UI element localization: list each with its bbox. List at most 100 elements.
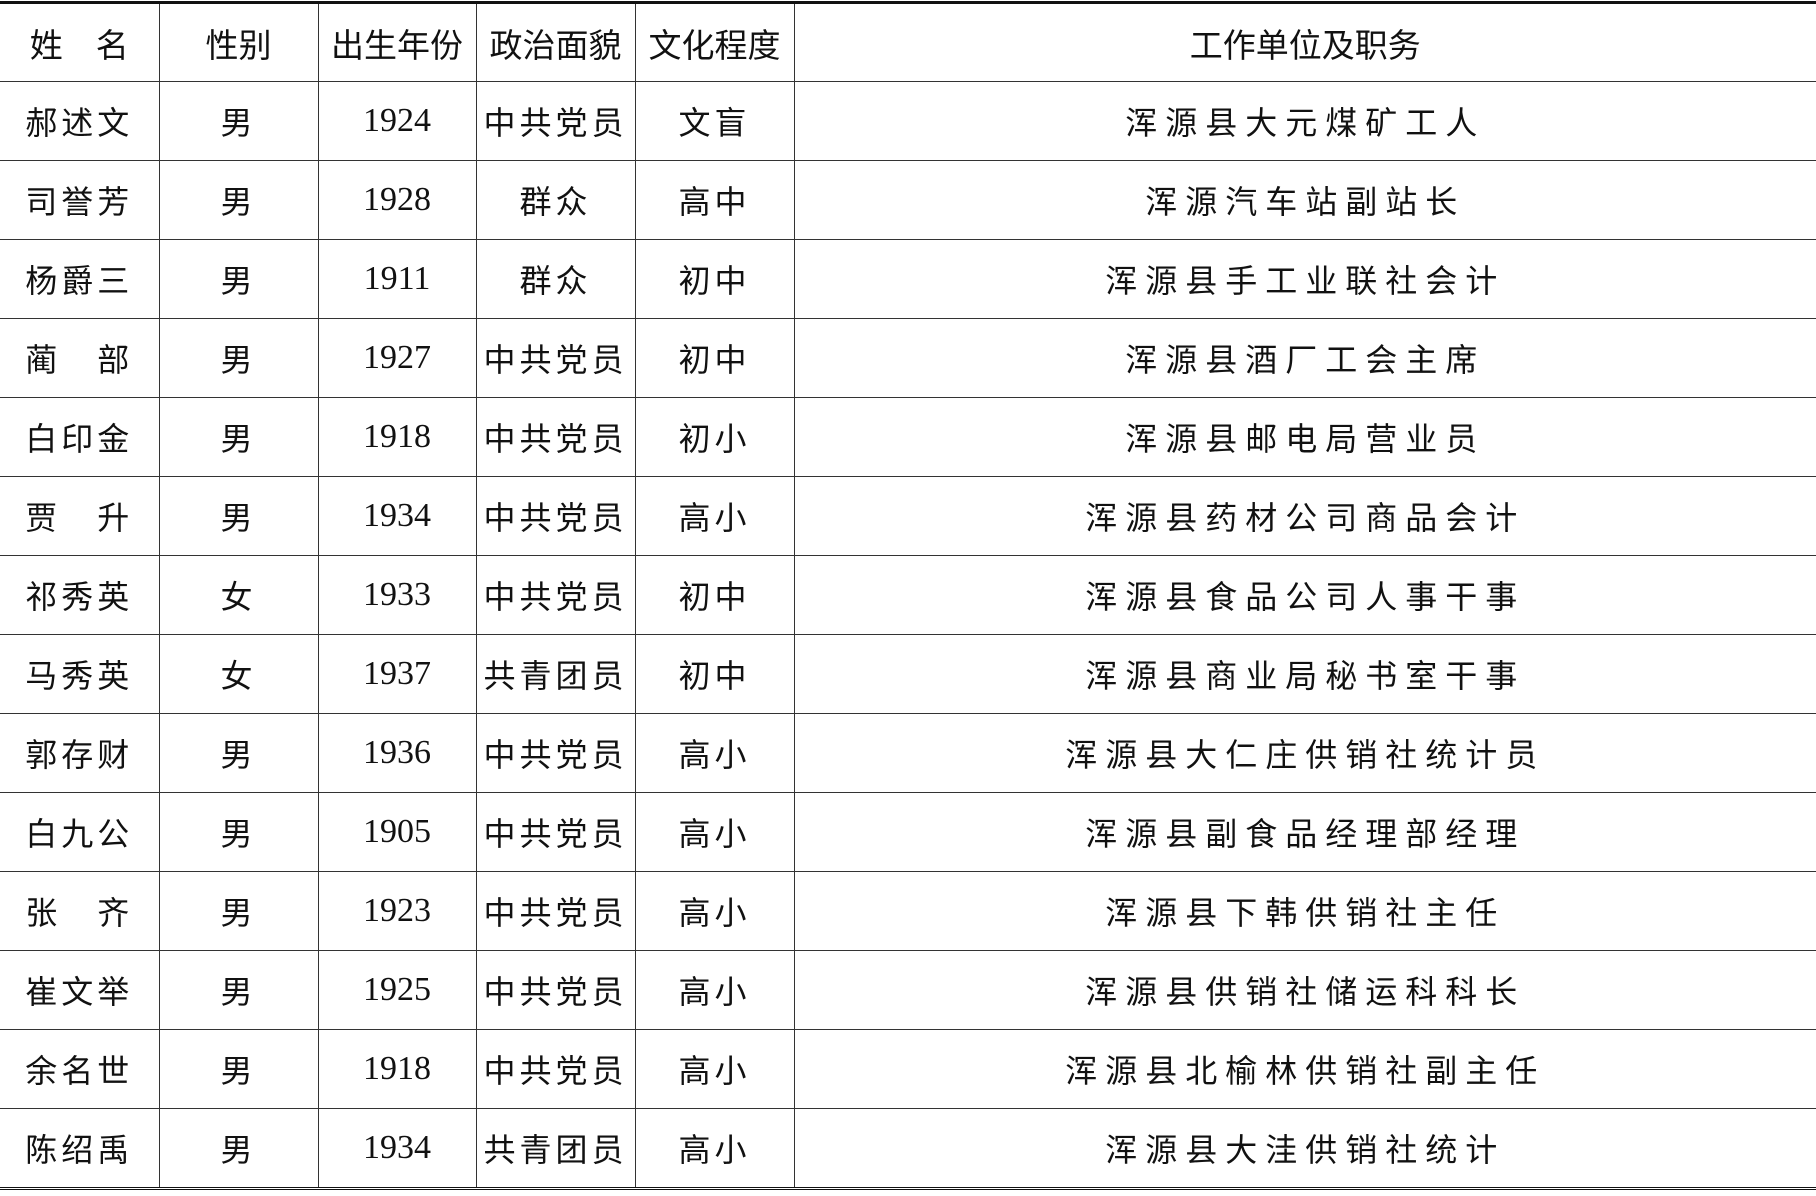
table-row: 贾 升男 1934 中共党员 高小 浑源县药材公司商品会计 (0, 476, 1816, 556)
cell-birth-year: 1937 (317, 634, 477, 714)
cell-education: 高小 (634, 792, 795, 872)
table-row: 杨爵三男 1911 群众 初中 浑源县手工业联社会计 (0, 239, 1816, 319)
cell-education: 高小 (634, 871, 795, 951)
cell-birth-year: 1924 (317, 81, 477, 161)
cell-gender: 男 (158, 81, 319, 161)
cell-education: 高小 (634, 1108, 795, 1189)
cell-education: 高中 (634, 160, 795, 240)
cell-education: 高小 (634, 713, 795, 793)
cell-birth-year: 1918 (317, 397, 477, 477)
cell-name: 司誉芳 (0, 160, 160, 240)
table-row: 陈绍禹男 1934 共青团员 高小 浑源县大洼供销社统计 (0, 1108, 1816, 1189)
cell-education: 高小 (634, 950, 795, 1030)
cell-work-unit-position: 浑源县下韩供销社主任 (793, 871, 1816, 951)
header-education: 文化程度 (634, 2, 795, 82)
cell-name: 蔺 部 (0, 318, 160, 398)
cell-name: 张 齐 (0, 871, 160, 951)
table-row: 马秀英女 1937 共青团员 初中 浑源县商业局秘书室干事 (0, 634, 1816, 714)
cell-gender: 男 (158, 239, 319, 319)
cell-work-unit-position: 浑源县北榆林供销社副主任 (793, 1029, 1816, 1109)
cell-birth-year: 1923 (317, 871, 477, 951)
cell-political-status: 中共党员 (475, 713, 636, 793)
cell-political-status: 中共党员 (475, 871, 636, 951)
cell-education: 文盲 (634, 81, 795, 161)
cell-birth-year: 1927 (317, 318, 477, 398)
cell-education: 高小 (634, 1029, 795, 1109)
cell-work-unit-position: 浑源县大元煤矿工人 (793, 81, 1816, 161)
cell-work-unit-position: 浑源县邮电局营业员 (793, 397, 1816, 477)
cell-political-status: 中共党员 (475, 792, 636, 872)
cell-political-status: 共青团员 (475, 1108, 636, 1189)
cell-gender: 男 (158, 792, 319, 872)
cell-education: 初中 (634, 634, 795, 714)
header-work-unit-position: 工作单位及职务 (793, 2, 1816, 82)
cell-birth-year: 1934 (317, 476, 477, 556)
cell-gender: 男 (158, 318, 319, 398)
header-row: 姓 名性别 出生年份 政治面貌 文化程度 工作单位及职务 (0, 2, 1816, 82)
cell-name: 贾 升 (0, 476, 160, 556)
header-birth-year: 出生年份 (317, 2, 477, 82)
cell-name: 杨爵三 (0, 239, 160, 319)
cell-education: 初小 (634, 397, 795, 477)
cell-gender: 男 (158, 950, 319, 1030)
table-row: 白九公男 1905 中共党员 高小 浑源县副食品经理部经理 (0, 792, 1816, 872)
cell-work-unit-position: 浑源县酒厂工会主席 (793, 318, 1816, 398)
cell-birth-year: 1933 (317, 555, 477, 635)
cell-birth-year: 1905 (317, 792, 477, 872)
cell-work-unit-position: 浑源汽车站副站长 (793, 160, 1816, 240)
cell-political-status: 中共党员 (475, 81, 636, 161)
cell-education: 高小 (634, 476, 795, 556)
cell-education: 初中 (634, 239, 795, 319)
cell-gender: 女 (158, 634, 319, 714)
table-row: 张 齐男 1923 中共党员 高小 浑源县下韩供销社主任 (0, 871, 1816, 951)
cell-name: 余名世 (0, 1029, 160, 1109)
table-row: 司誉芳男 1928 群众 高中 浑源汽车站副站长 (0, 160, 1816, 240)
header-political-status: 政治面貌 (475, 2, 636, 82)
cell-name: 白九公 (0, 792, 160, 872)
cell-birth-year: 1936 (317, 713, 477, 793)
cell-political-status: 中共党员 (475, 318, 636, 398)
cell-birth-year: 1918 (317, 1029, 477, 1109)
cell-work-unit-position: 浑源县食品公司人事干事 (793, 555, 1816, 635)
cell-birth-year: 1925 (317, 950, 477, 1030)
cell-gender: 男 (158, 476, 319, 556)
cell-work-unit-position: 浑源县供销社储运科科长 (793, 950, 1816, 1030)
header-name: 姓 名 (0, 2, 160, 82)
cell-political-status: 群众 (475, 239, 636, 319)
cell-name: 白印金 (0, 397, 160, 477)
cell-gender: 男 (158, 871, 319, 951)
cell-name: 郝述文 (0, 81, 160, 161)
cell-political-status: 中共党员 (475, 397, 636, 477)
cell-gender: 男 (158, 397, 319, 477)
cell-birth-year: 1928 (317, 160, 477, 240)
cell-birth-year: 1934 (317, 1108, 477, 1189)
header-gender: 性别 (158, 2, 319, 82)
cell-birth-year: 1911 (317, 239, 477, 319)
cell-political-status: 中共党员 (475, 950, 636, 1030)
table-row: 郭存财男 1936 中共党员 高小 浑源县大仁庄供销社统计员 (0, 713, 1816, 793)
cell-education: 初中 (634, 318, 795, 398)
cell-political-status: 中共党员 (475, 476, 636, 556)
cell-work-unit-position: 浑源县大仁庄供销社统计员 (793, 713, 1816, 793)
cell-name: 陈绍禹 (0, 1108, 160, 1189)
cell-gender: 男 (158, 1108, 319, 1189)
table-row: 崔文举男 1925 中共党员 高小 浑源县供销社储运科科长 (0, 950, 1816, 1030)
table-row: 蔺 部男 1927 中共党员 初中 浑源县酒厂工会主席 (0, 318, 1816, 398)
cell-political-status: 中共党员 (475, 555, 636, 635)
cell-gender: 男 (158, 713, 319, 793)
table-row: 余名世男 1918 中共党员 高小 浑源县北榆林供销社副主任 (0, 1029, 1816, 1109)
cell-political-status: 共青团员 (475, 634, 636, 714)
table-row: 郝述文男 1924 中共党员 文盲 浑源县大元煤矿工人 (0, 81, 1816, 161)
cell-political-status: 群众 (475, 160, 636, 240)
cell-work-unit-position: 浑源县商业局秘书室干事 (793, 634, 1816, 714)
cell-name: 郭存财 (0, 713, 160, 793)
table-row: 祁秀英女 1933 中共党员 初中 浑源县食品公司人事干事 (0, 555, 1816, 635)
cell-name: 马秀英 (0, 634, 160, 714)
cell-work-unit-position: 浑源县副食品经理部经理 (793, 792, 1816, 872)
cell-education: 初中 (634, 555, 795, 635)
cell-name: 祁秀英 (0, 555, 160, 635)
cell-name: 崔文举 (0, 950, 160, 1030)
cell-political-status: 中共党员 (475, 1029, 636, 1109)
cell-gender: 男 (158, 160, 319, 240)
